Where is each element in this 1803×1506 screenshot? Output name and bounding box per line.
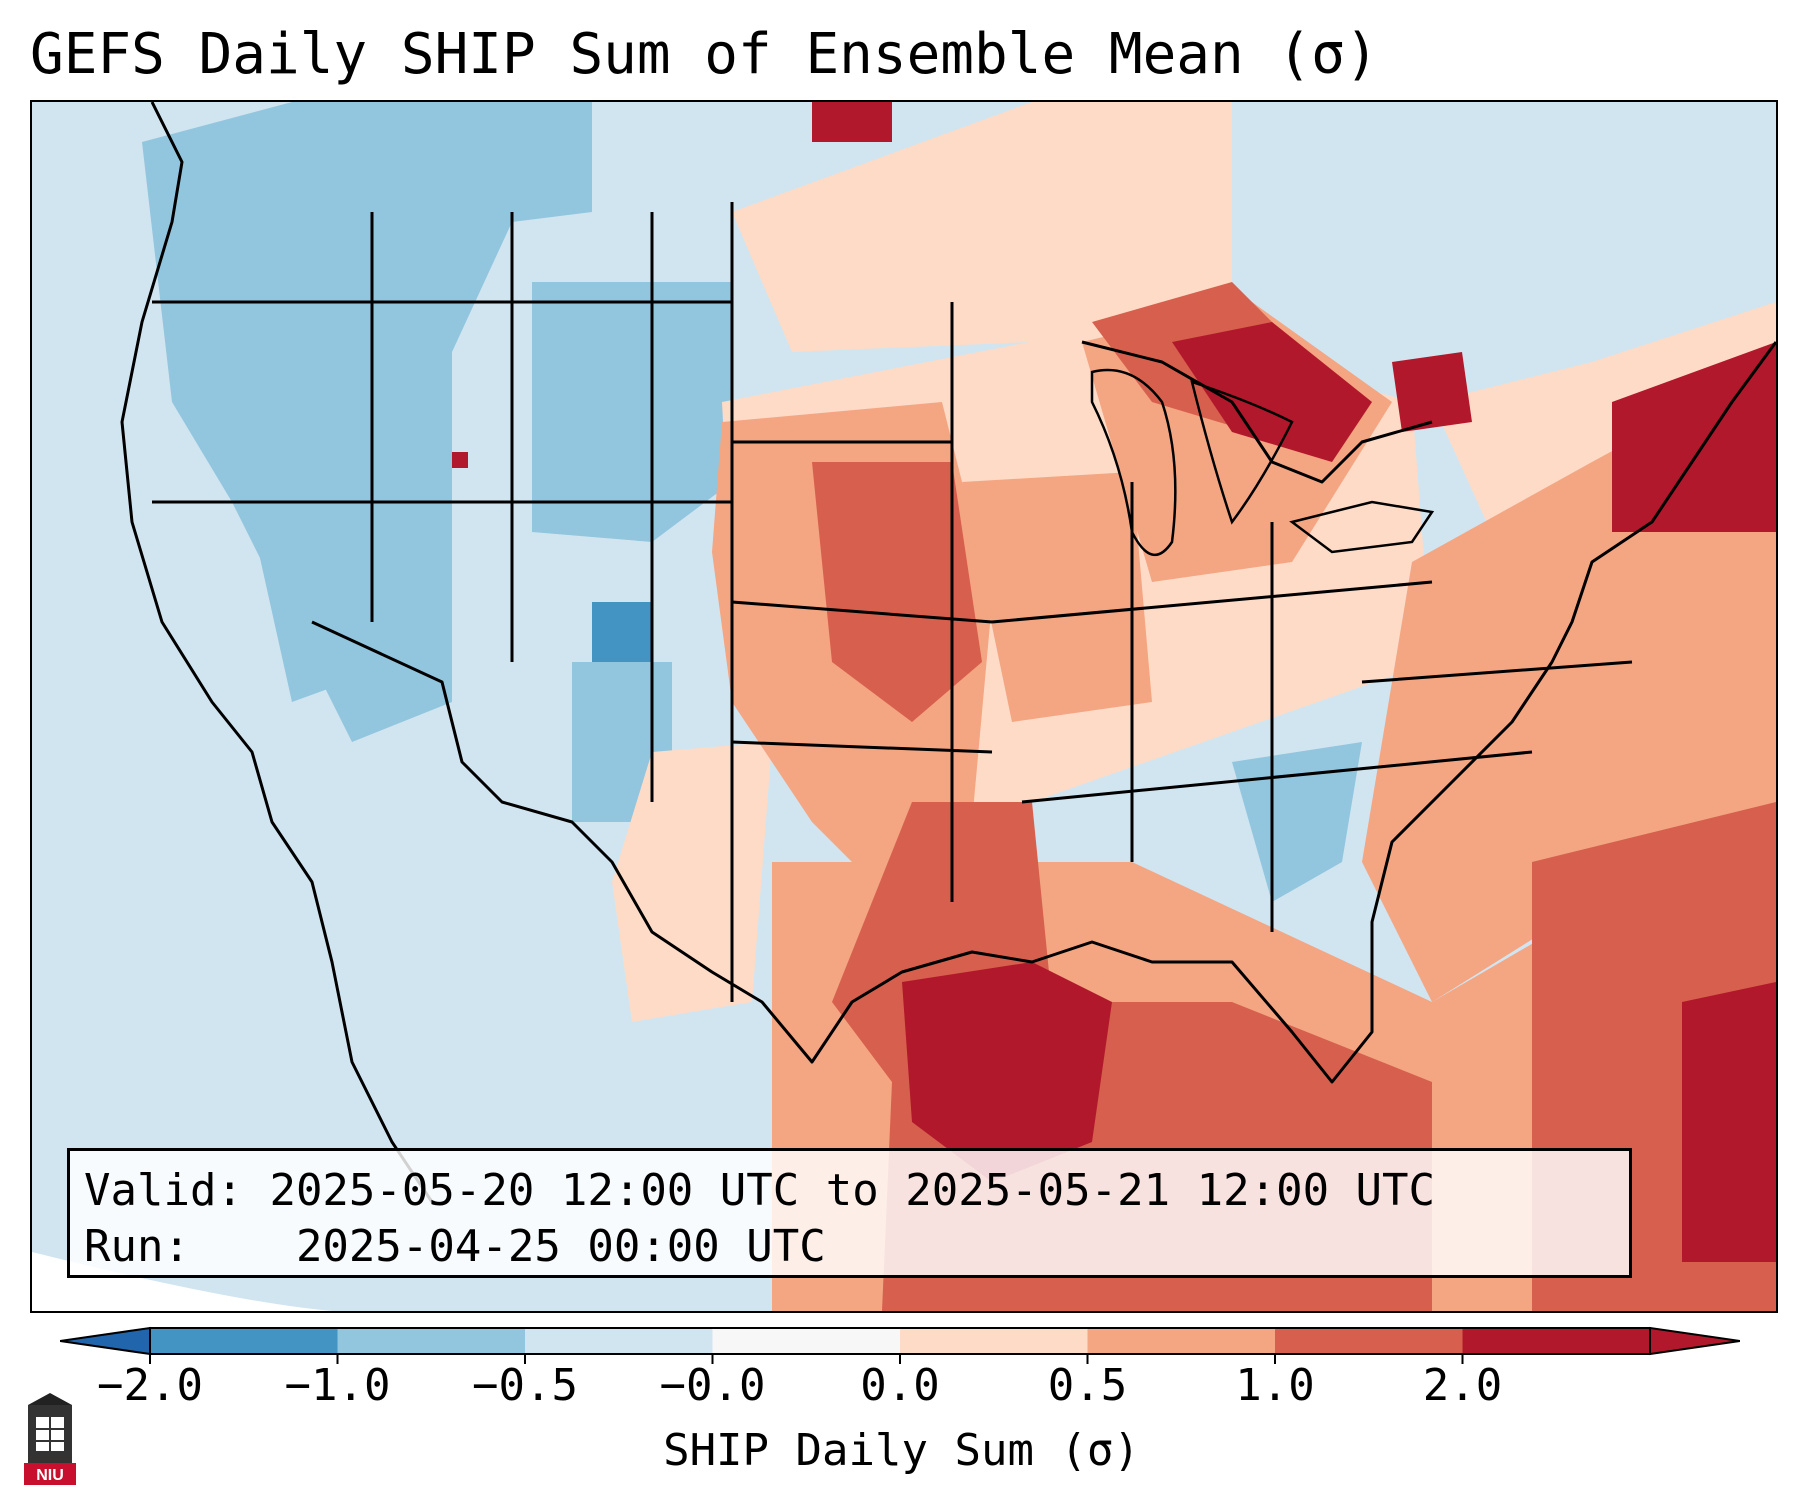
colorbar-label: SHIP Daily Sum (σ) <box>663 1425 1140 1476</box>
colorbar-tick-label: 0.0 <box>860 1360 940 1411</box>
map-title: GEFS Daily SHIP Sum of Ensemble Mean (σ) <box>30 22 1379 87</box>
colorbar-segment <box>712 1328 900 1354</box>
colorbar-tick-label: −0.5 <box>472 1360 578 1411</box>
validity-info-box: Valid: 2025-05-20 12:00 UTC to 2025-05-2… <box>67 1148 1632 1278</box>
run-value: 2025-04-25 00:00 UTC <box>295 1221 826 1272</box>
valid-label: Valid: <box>84 1165 243 1216</box>
colorbar-min-extension <box>60 1326 151 1356</box>
colorbar-segment <box>337 1328 525 1354</box>
colorbar-segment <box>1087 1328 1275 1354</box>
niu-logo-icon: NIU <box>24 1393 76 1485</box>
colorbar <box>60 1326 1740 1364</box>
colorbar-tick-label: −2.0 <box>97 1360 203 1411</box>
colorbar-tick-label: 2.0 <box>1422 1360 1503 1411</box>
colorbar-tick-label: −0.0 <box>659 1360 766 1411</box>
logo-text: NIU <box>36 1467 64 1484</box>
run-label: Run: <box>84 1221 190 1272</box>
colorbar-tick-label: 1.0 <box>1235 1360 1315 1411</box>
ship-anomaly-map <box>32 102 1776 1311</box>
colorbar-max-extension <box>1649 1326 1740 1356</box>
colorbar-segment <box>525 1328 713 1354</box>
colorbar-segment <box>1275 1328 1463 1354</box>
valid-value: 2025-05-20 12:00 UTC to 2025-05-21 12:00… <box>269 1165 1436 1216</box>
colorbar-tick-label: −1.0 <box>284 1360 391 1411</box>
colorbar-tick-label: 0.5 <box>1047 1360 1128 1411</box>
colorbar-segment <box>150 1328 338 1354</box>
map-panel <box>30 100 1778 1313</box>
colorbar-segment <box>900 1328 1088 1354</box>
colorbar-segment <box>1462 1328 1650 1354</box>
